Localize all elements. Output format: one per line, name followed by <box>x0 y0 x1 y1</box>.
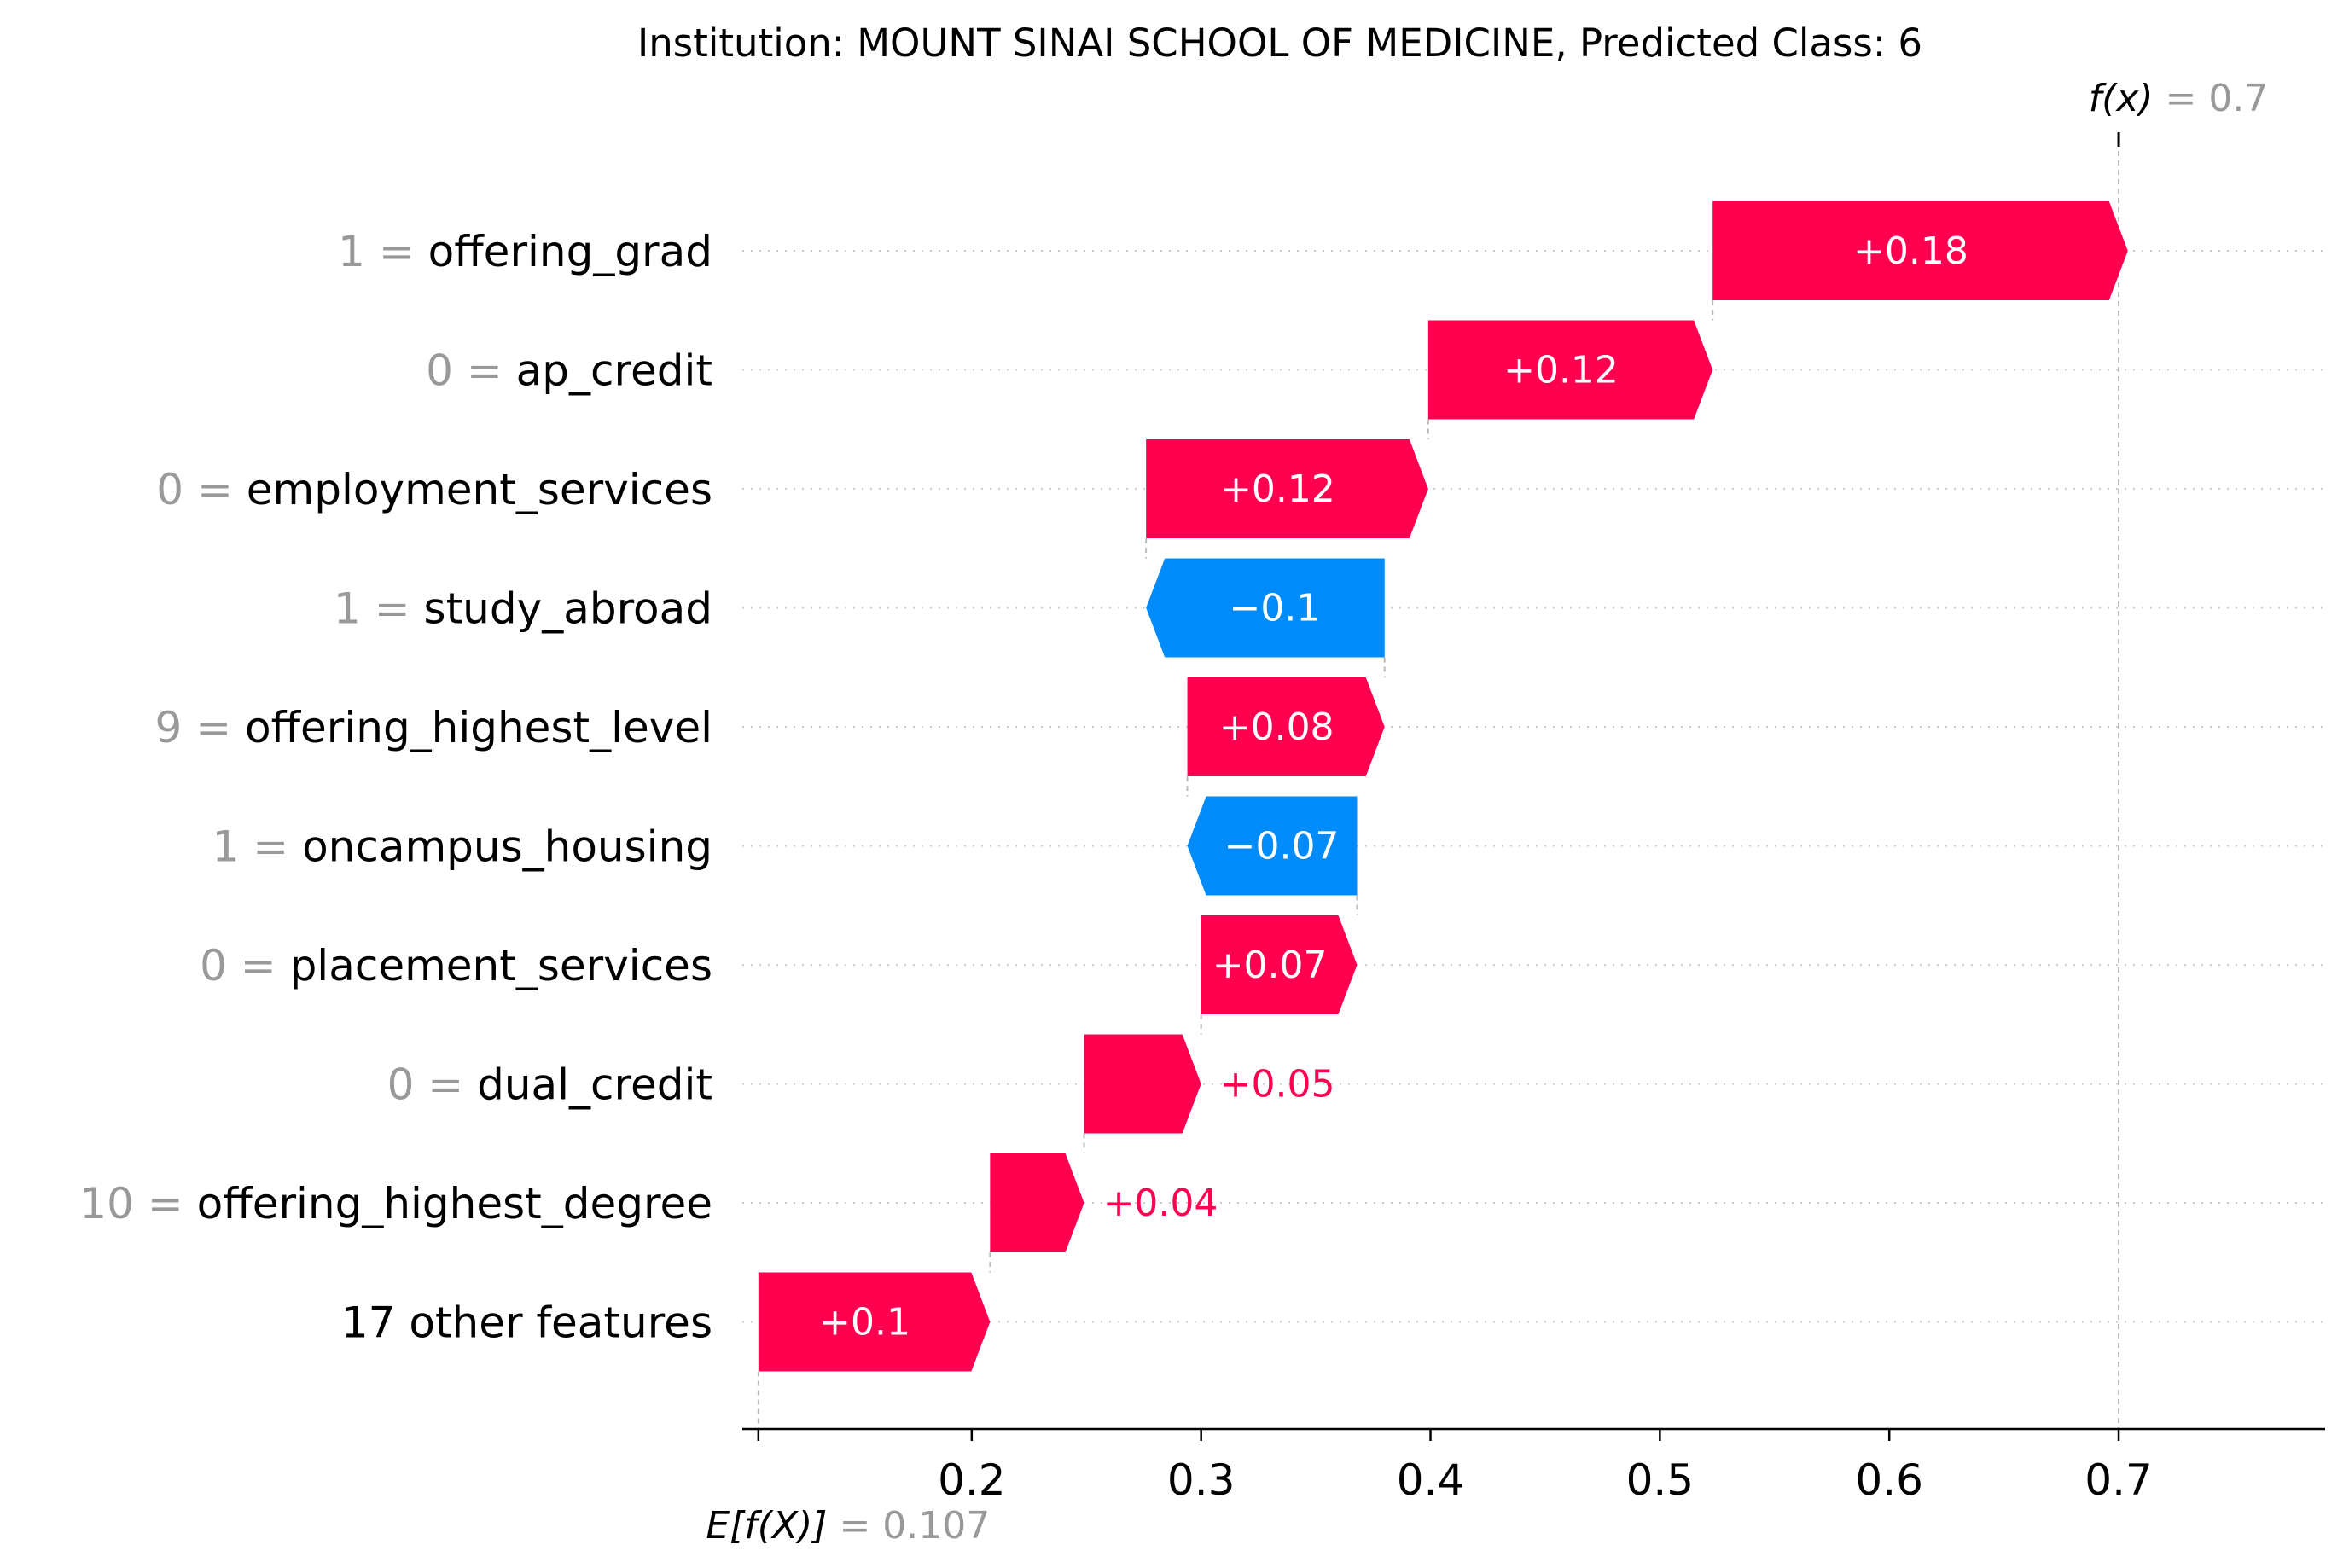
x-tick-label: 0.4 <box>1397 1455 1465 1505</box>
feature-label: 0 = ap_credit <box>426 346 712 396</box>
feature-name: employment_services <box>247 465 712 514</box>
bar-value-label: +0.05 <box>1220 1063 1335 1106</box>
feature-value: 1 = <box>212 822 303 872</box>
output-value-label: f(x) = 0.7 <box>2089 77 2269 120</box>
feature-name: dual_credit <box>477 1060 712 1110</box>
feature-label: 0 = dual_credit <box>387 1060 712 1110</box>
bar-4 <box>1146 558 1385 658</box>
chart-title: Institution: MOUNT SINAI SCHOOL OF MEDIC… <box>637 20 1922 66</box>
output-value-symbol: f(x) <box>2089 77 2166 120</box>
bar-1 <box>1712 201 2128 300</box>
x-tick-label: 0.2 <box>938 1455 1006 1505</box>
bar-7 <box>1201 915 1358 1014</box>
feature-name: ap_credit <box>516 346 712 396</box>
feature-name: offering_grad <box>428 227 712 276</box>
feature-name: placement_services <box>290 941 712 990</box>
feature-label: 0 = placement_services <box>200 941 712 990</box>
x-tick-label: 0.3 <box>1167 1455 1236 1505</box>
base-value-number: = 0.107 <box>839 1504 990 1548</box>
bar-value-label: +0.08 <box>1219 706 1334 749</box>
feature-name: offering_highest_degree <box>197 1179 712 1228</box>
feature-label: 1 = offering_grad <box>338 227 712 276</box>
feature-label: 9 = offering_highest_level <box>155 703 713 752</box>
bar-value-label: −0.07 <box>1224 825 1340 868</box>
bar-value-label: −0.1 <box>1230 587 1321 630</box>
bar-value-label: +0.1 <box>819 1301 910 1344</box>
feature-value: 0 = <box>200 941 290 990</box>
bar-8 <box>1084 1034 1201 1134</box>
x-tick-label: 0.5 <box>1626 1455 1695 1505</box>
bar-value-label: +0.18 <box>1853 229 1968 273</box>
bar-value-label: +0.12 <box>1503 349 1619 392</box>
feature-value: 0 = <box>387 1060 478 1110</box>
bar-9 <box>990 1153 1084 1252</box>
feature-value: 10 = <box>79 1179 196 1228</box>
bar-10 <box>758 1272 991 1372</box>
reference-lines <box>757 132 2120 1429</box>
feature-value: 0 = <box>156 465 247 514</box>
x-axis: 0.2 0.3 0.4 0.5 0.6 0.7 E[f(X)] = 0.107 f(x) = … <box>706 77 2325 1548</box>
x-tick-label: 0.7 <box>2084 1455 2153 1505</box>
base-value-symbol: E[f(X)] <box>706 1504 839 1548</box>
feature-value: 1 = <box>338 227 428 276</box>
bar-6 <box>1187 796 1358 896</box>
feature-label: 0 = employment_services <box>156 465 712 514</box>
feature-label: 1 = study_abroad <box>334 584 712 634</box>
output-value-number: = 0.7 <box>2166 77 2269 120</box>
base-value-label: E[f(X)] = 0.107 <box>706 1504 990 1548</box>
bar-2 <box>1427 320 1713 420</box>
feature-value: 0 = <box>426 346 516 396</box>
bar-5 <box>1187 677 1385 776</box>
feature-label: 10 = offering_highest_degree <box>79 1179 712 1228</box>
feature-name: offering_highest_level <box>245 703 712 752</box>
feature-name: 17 other features <box>341 1298 712 1348</box>
feature-label: 1 = oncampus_housing <box>212 822 712 872</box>
feature-name: oncampus_housing <box>302 822 712 872</box>
feature-value: 1 = <box>334 584 424 634</box>
bar-3 <box>1146 439 1428 538</box>
feature-name: study_abroad <box>424 584 712 634</box>
feature-value: 9 = <box>155 703 246 752</box>
bar-value-label: +0.07 <box>1212 944 1328 987</box>
contribution-bars: +0.18 +0.12 +0.12 −0.1 +0.08 −0.07 +0.07 +0.05 +… <box>758 201 2128 1372</box>
feature-label: 17 other features <box>341 1298 712 1348</box>
x-tick-label: 0.6 <box>1855 1455 1923 1505</box>
bar-value-label: +0.04 <box>1103 1182 1218 1225</box>
bar-value-label: +0.12 <box>1220 467 1335 511</box>
